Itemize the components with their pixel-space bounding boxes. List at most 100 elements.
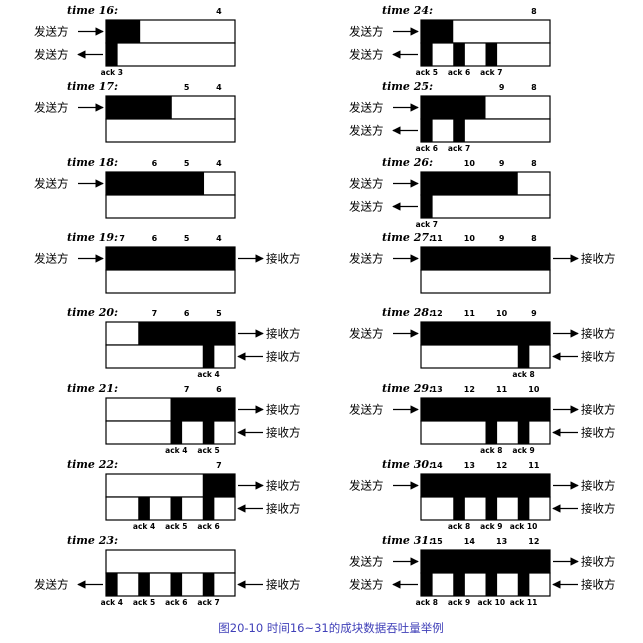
sender-label: 发送方 [349,578,384,592]
segment-number: 6 [184,309,190,318]
ack-label: ack 8 [512,370,534,379]
ack-label: ack 4 [133,522,155,531]
ack-block [170,573,183,596]
sender-label: 发送方 [349,200,384,214]
segment-number: 7 [152,309,158,318]
sender-label: 发送方 [349,403,384,417]
ack-label: ack 10 [478,598,506,607]
ack-label: ack 9 [480,522,502,531]
time-label: time 27: [382,231,433,244]
panel-time-23: time 23: ack 4 ack 5 ack 6 ack 7 发送方 接收方 [34,534,301,607]
segment-number: 10 [464,159,476,168]
ack-block [485,497,498,520]
segment-number: 10 [528,385,540,394]
panel-time-18: time 18: 6 5 4 发送方 [34,156,236,219]
segment-number: 6 [152,234,158,243]
receiver-label: 接收方 [581,327,616,341]
ack-block [485,573,498,596]
segment-number: 4 [216,234,222,243]
receiver-label: 接收方 [581,555,616,569]
sender-label: 发送方 [349,124,384,138]
ack-block [453,43,465,66]
ack-label: ack 5 [197,446,219,455]
data-segment-block [421,550,550,573]
ack-label: ack 9 [512,446,534,455]
data-segment-block [421,322,550,345]
data-segment-block [421,474,550,497]
segment-number: 8 [531,234,537,243]
segment-number: 8 [531,159,537,168]
ack-label: ack 7 [448,144,470,153]
ack-block [421,195,433,218]
segment-number: 11 [432,234,444,243]
ack-block [517,421,530,444]
time-label: time 24: [382,4,433,17]
ack-label: ack 5 [416,68,438,77]
ack-pipe-box [420,194,551,219]
ack-pipe-box [105,42,236,67]
segment-number: 8 [531,7,537,16]
ack-block [202,345,215,368]
segment-number: 8 [531,83,537,92]
segment-number: 12 [464,385,475,394]
data-segment-block [421,172,518,195]
segment-number: 7 [119,234,125,243]
segment-number: 9 [531,309,537,318]
data-segment-block [106,96,172,119]
ack-label: ack 10 [510,522,538,531]
segment-number: 15 [432,537,444,546]
sender-label: 发送方 [34,578,69,592]
ack-label: ack 11 [510,598,538,607]
receiver-label: 接收方 [581,426,616,440]
ack-block [453,497,465,520]
sender-label: 发送方 [349,479,384,493]
ack-block [453,119,465,142]
panel-time-19: time 19: 7 6 5 4 发送方 接收方 [34,231,301,294]
ack-label: ack 5 [165,522,187,531]
segment-number: 5 [184,234,190,243]
data-segment-block [138,322,235,345]
ack-label: ack 9 [448,598,470,607]
segment-number: 10 [464,234,476,243]
time-label: time 23: [67,534,118,547]
receiver-label: 接收方 [581,403,616,417]
ack-label: ack 4 [197,370,219,379]
receiver-label: 接收方 [581,502,616,516]
ack-pipe-box [105,118,236,143]
ack-label: ack 6 [448,68,470,77]
receiver-label: 接收方 [266,327,301,341]
figure-caption: 图20-10 时间16~31的成块数据吞吐量举例 [218,621,443,635]
ack-block [517,345,530,368]
time-label: time 30: [382,458,433,471]
sender-label: 发送方 [349,48,384,62]
segment-number: 4 [216,159,222,168]
ack-block [138,573,150,596]
data-segment-block [202,474,235,497]
sender-label: 发送方 [34,25,69,39]
ack-block [485,421,498,444]
data-segment-block [421,20,454,43]
panel-time-17: time 17: 5 4 发送方 [34,80,236,143]
receiver-label: 接收方 [266,502,301,516]
ack-label: ack 8 [416,598,438,607]
sender-label: 发送方 [349,327,384,341]
time-label: time 21: [67,382,118,395]
segment-number: 4 [216,7,222,16]
receiver-label: 接收方 [266,403,301,417]
data-segment-block [106,247,235,270]
segment-number: 5 [184,159,190,168]
ack-label: ack 4 [101,598,123,607]
ack-pipe-box [420,344,551,369]
sender-label: 发送方 [349,555,384,569]
data-segment-block [106,20,141,43]
ack-label: ack 6 [165,598,187,607]
sender-label: 发送方 [349,25,384,39]
time-label: time 28: [382,306,433,319]
